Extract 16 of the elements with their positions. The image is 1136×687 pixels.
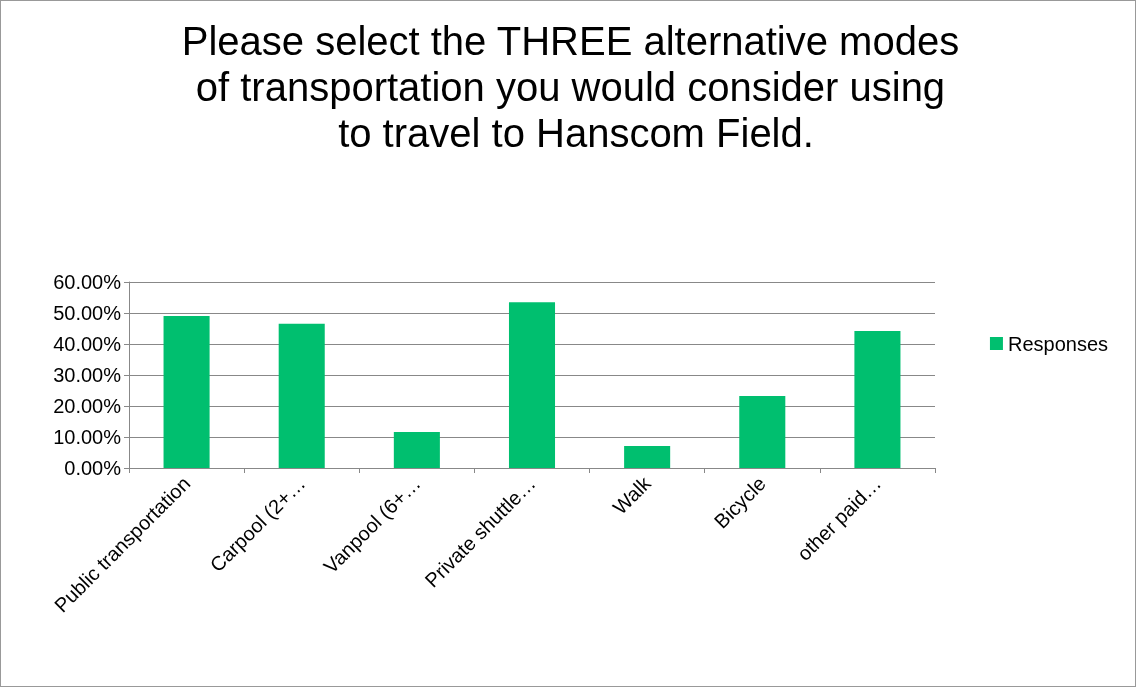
bar: [739, 396, 786, 468]
y-tick-label: 40.00%: [53, 333, 122, 355]
y-tick-label: 0.00%: [64, 457, 122, 479]
bar: [854, 330, 901, 468]
y-tick-label: 60.00%: [53, 271, 122, 293]
bar: [624, 445, 671, 468]
legend-label: Responses: [1007, 332, 1108, 355]
bar: [508, 302, 556, 468]
y-tick-label: 30.00%: [53, 364, 122, 386]
chart-title: Please select the THREE alternative modes of transportation you would consider using to travel to Hanscom Field.: [181, 19, 971, 155]
y-tick-label: 10.00%: [53, 426, 122, 448]
bar: [393, 432, 440, 468]
bar: [163, 316, 210, 468]
y-tick-label: 20.00%: [53, 395, 122, 417]
bar: [278, 323, 325, 468]
y-tick-label: 50.00%: [53, 302, 122, 324]
